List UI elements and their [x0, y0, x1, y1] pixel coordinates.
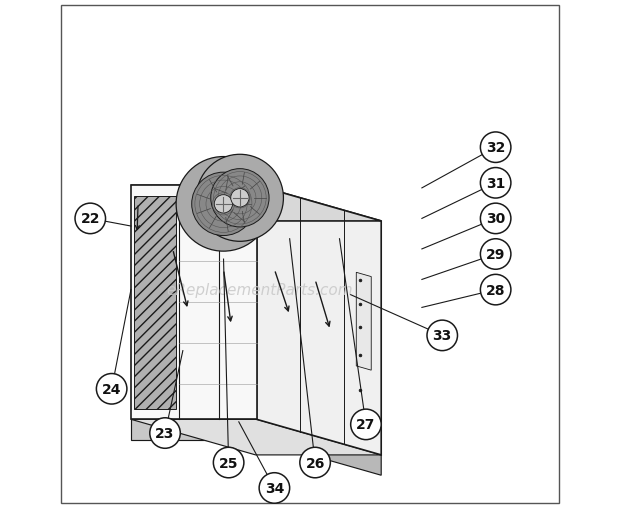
Circle shape [150, 418, 180, 448]
Polygon shape [257, 186, 381, 455]
Text: eReplacementParts.com: eReplacementParts.com [166, 282, 352, 298]
Text: 28: 28 [486, 283, 505, 297]
Circle shape [351, 409, 381, 440]
Circle shape [176, 157, 271, 251]
Polygon shape [131, 186, 381, 221]
Circle shape [480, 133, 511, 163]
Polygon shape [133, 196, 176, 409]
Polygon shape [131, 186, 257, 419]
Text: 24: 24 [102, 382, 122, 396]
Polygon shape [131, 419, 257, 440]
Text: 29: 29 [486, 247, 505, 262]
Text: 33: 33 [433, 329, 452, 343]
Text: 25: 25 [219, 456, 238, 470]
Circle shape [231, 189, 249, 208]
Polygon shape [257, 419, 381, 475]
Circle shape [213, 447, 244, 478]
Text: 23: 23 [156, 426, 175, 440]
Circle shape [480, 239, 511, 270]
Circle shape [215, 195, 232, 214]
Circle shape [96, 374, 127, 404]
Circle shape [192, 173, 255, 236]
Text: 30: 30 [486, 212, 505, 226]
Circle shape [259, 473, 290, 503]
Circle shape [197, 155, 283, 242]
Polygon shape [356, 273, 371, 371]
Circle shape [427, 321, 458, 351]
Circle shape [211, 169, 269, 228]
Text: 34: 34 [265, 481, 284, 495]
Circle shape [480, 168, 511, 199]
Text: 22: 22 [81, 212, 100, 226]
Text: 27: 27 [356, 417, 376, 432]
Circle shape [300, 447, 330, 478]
Circle shape [75, 204, 105, 234]
Circle shape [480, 204, 511, 234]
Text: 26: 26 [306, 456, 325, 470]
Circle shape [480, 275, 511, 305]
Text: 32: 32 [486, 141, 505, 155]
Text: 31: 31 [486, 177, 505, 190]
Polygon shape [131, 419, 381, 455]
